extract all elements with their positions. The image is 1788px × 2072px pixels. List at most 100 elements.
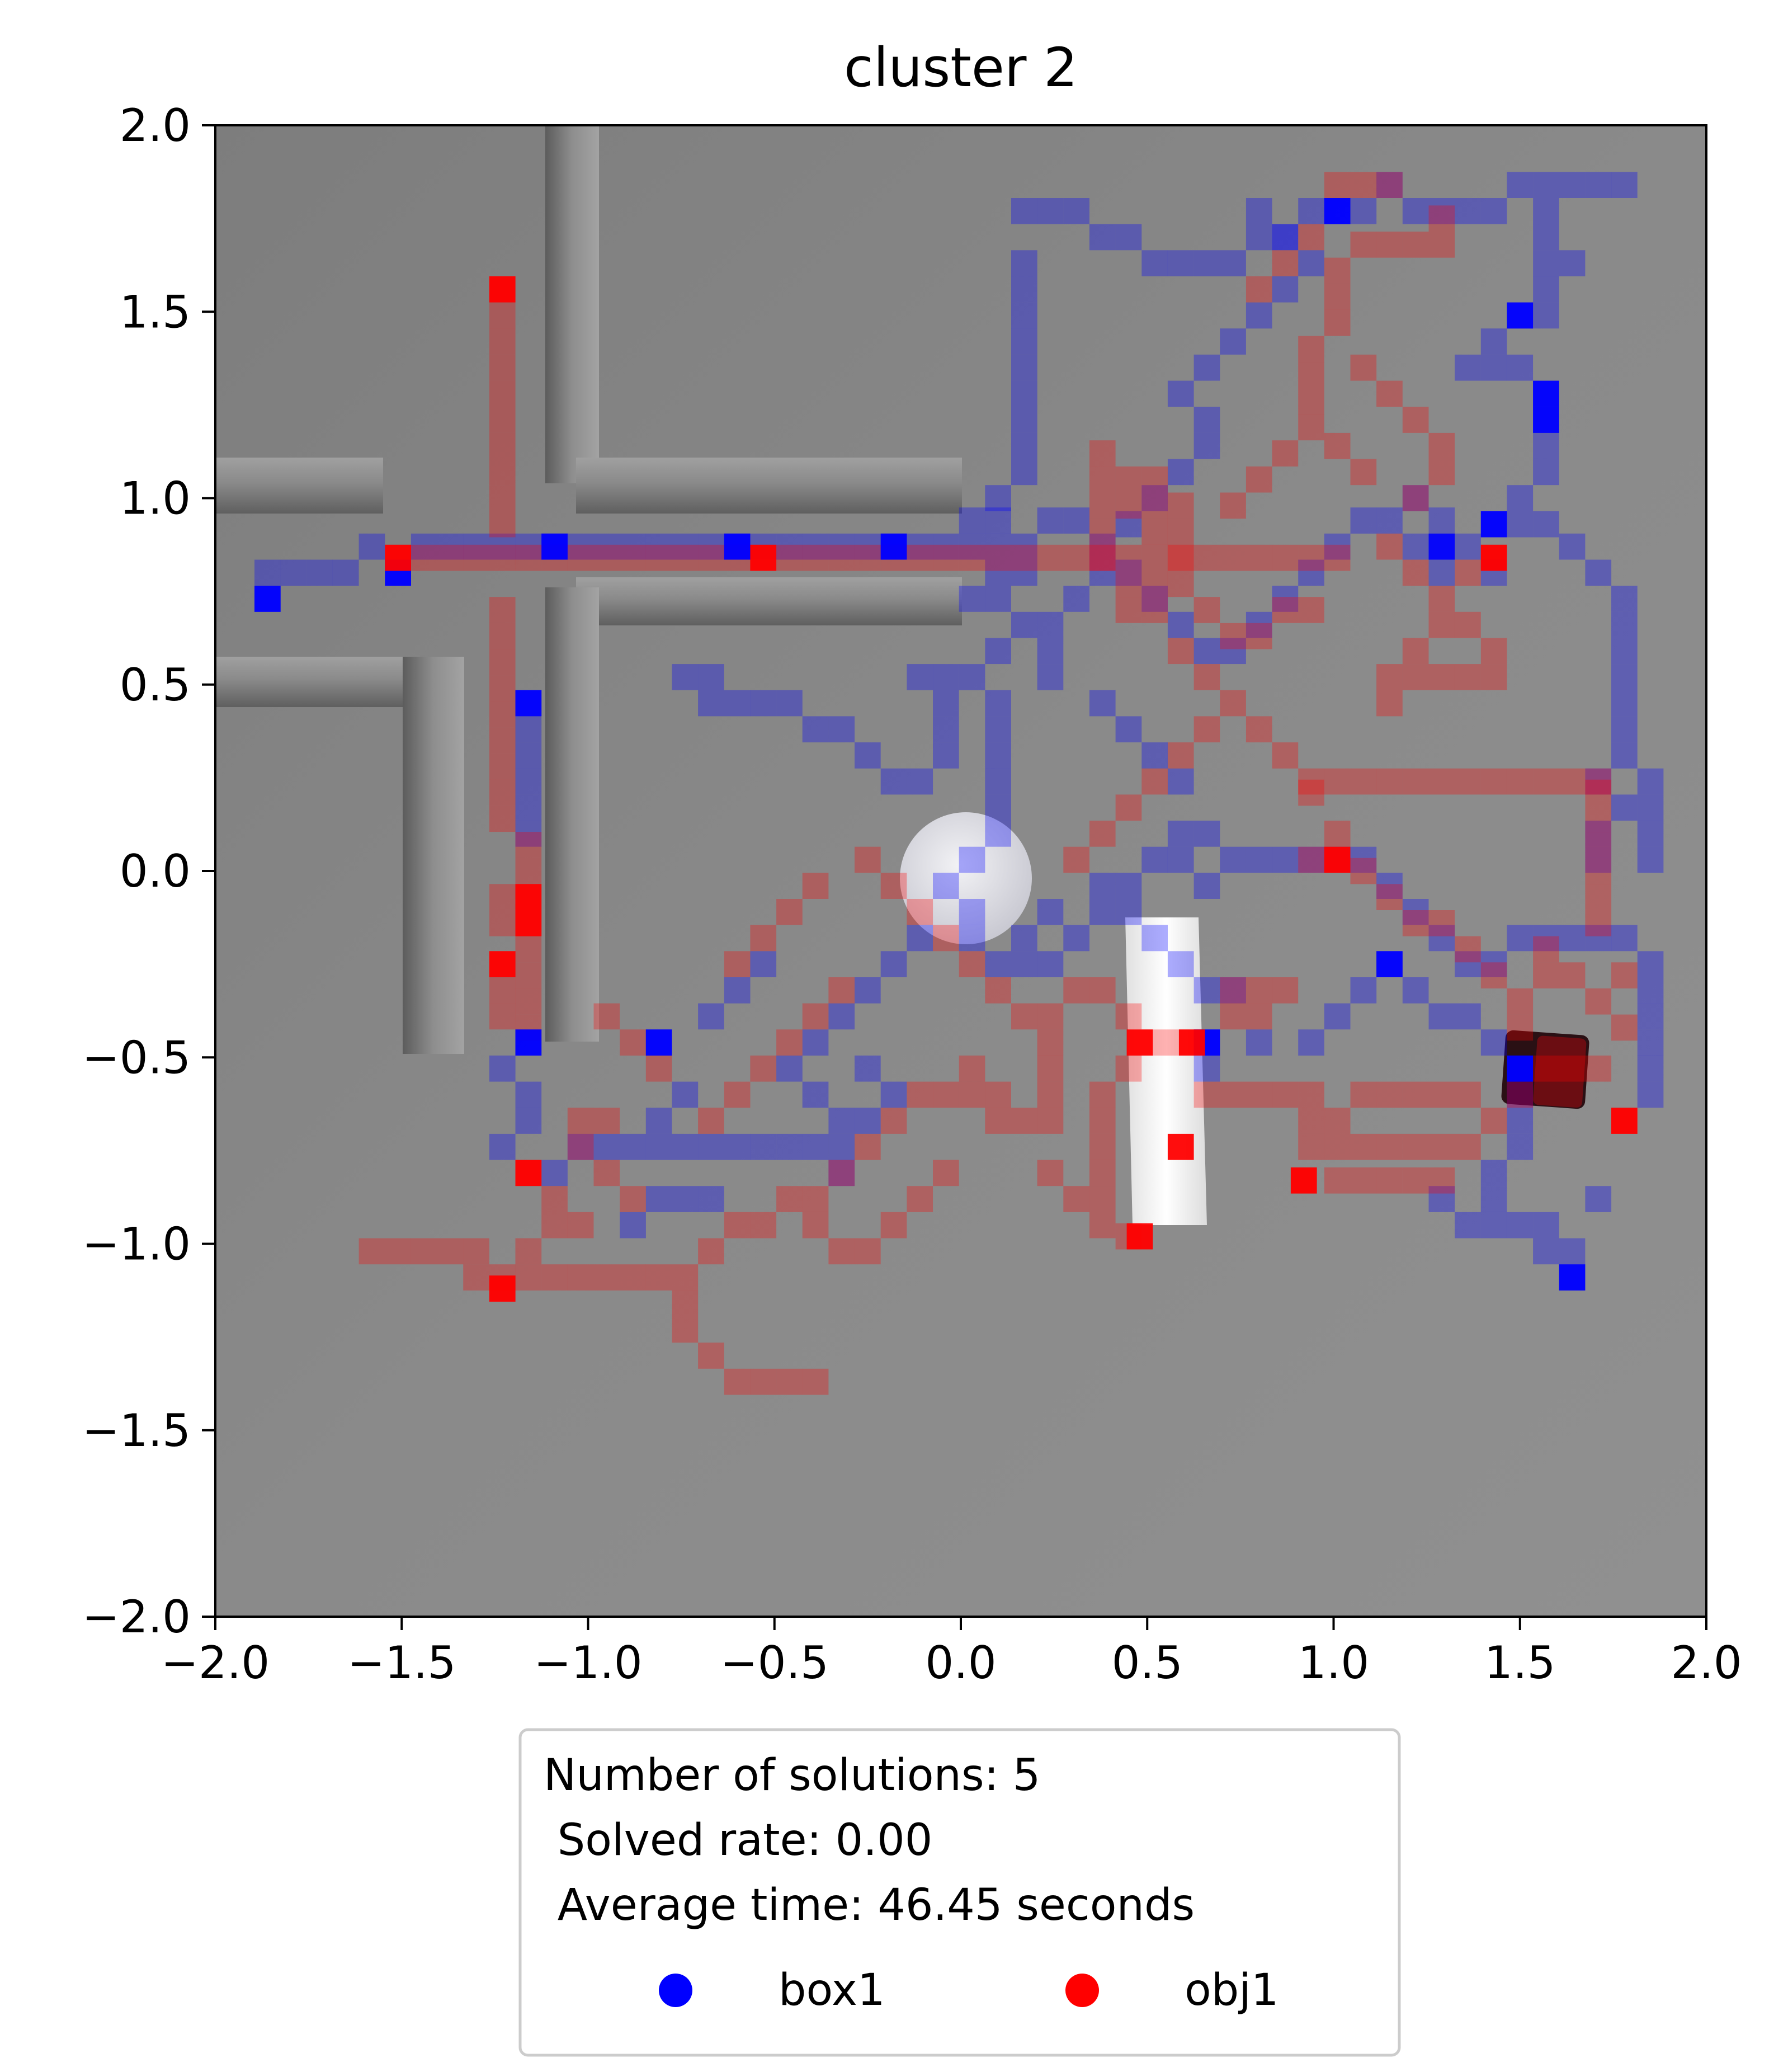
box1-cell bbox=[1193, 354, 1220, 381]
obj1-cell bbox=[1272, 742, 1299, 769]
box1-cell bbox=[1115, 511, 1142, 538]
obj1-cell bbox=[567, 1212, 594, 1239]
box1-cell bbox=[1402, 533, 1429, 560]
obj1-cell bbox=[515, 858, 542, 884]
obj1-cell bbox=[1089, 544, 1116, 571]
obj1-cell bbox=[385, 1238, 411, 1265]
obj1-cell bbox=[1585, 910, 1612, 936]
box1-cell bbox=[1611, 794, 1638, 821]
y-tick-label: 1.5 bbox=[120, 286, 191, 338]
box1-cell bbox=[672, 1133, 699, 1160]
box1-cell bbox=[933, 533, 959, 560]
box1-cell bbox=[515, 768, 542, 795]
box1-cell bbox=[985, 638, 1011, 665]
box1-cell bbox=[1507, 354, 1534, 381]
obj1-cell bbox=[1402, 1081, 1429, 1108]
box1-cell bbox=[1167, 380, 1194, 407]
box1-cell bbox=[541, 1160, 568, 1186]
obj1-cell-strong bbox=[1290, 1167, 1317, 1194]
box1-cell bbox=[1428, 1003, 1455, 1030]
obj1-cell bbox=[489, 380, 516, 407]
obj1-cell bbox=[541, 1186, 568, 1212]
obj1-cell-strong bbox=[489, 1275, 516, 1302]
box1-cell bbox=[828, 1108, 855, 1134]
x-tick-label: 0.0 bbox=[925, 1637, 996, 1689]
obj1-cell bbox=[1480, 1108, 1507, 1134]
obj1-cell bbox=[463, 1238, 489, 1265]
obj1-cell bbox=[1533, 936, 1559, 963]
box1-cell bbox=[1089, 899, 1116, 925]
box1-cell bbox=[1637, 977, 1664, 1004]
obj1-cell bbox=[724, 1212, 751, 1239]
box1-cell bbox=[1298, 250, 1324, 276]
box1-cell bbox=[985, 507, 1011, 534]
box1-cell bbox=[1559, 172, 1586, 198]
obj1-cell bbox=[515, 988, 542, 1015]
obj1-cell bbox=[1063, 1186, 1089, 1212]
obj1-cell bbox=[698, 1238, 724, 1265]
box1-cell bbox=[1298, 1029, 1324, 1056]
obj1-cell bbox=[1402, 485, 1429, 511]
obj1-cell bbox=[1246, 716, 1272, 743]
box1-cell bbox=[985, 768, 1011, 795]
obj1-cell bbox=[567, 1108, 594, 1134]
obj1-cell bbox=[1350, 459, 1377, 486]
box1-cell bbox=[1037, 198, 1064, 224]
box1-cell bbox=[1011, 328, 1037, 355]
box1-cell bbox=[1141, 925, 1168, 952]
obj1-cell bbox=[1533, 768, 1559, 795]
obj1-cell bbox=[1455, 1081, 1481, 1108]
obj1-cell bbox=[802, 1368, 829, 1395]
obj1-cell bbox=[1089, 1133, 1116, 1160]
box1-cell bbox=[907, 664, 933, 690]
x-tick-label: −1.0 bbox=[534, 1637, 642, 1689]
x-tick-label: −1.5 bbox=[347, 1637, 456, 1689]
obj1-cell bbox=[1272, 977, 1299, 1004]
box1-cell bbox=[593, 533, 620, 560]
box1-cell bbox=[1324, 1003, 1351, 1030]
obj1-cell bbox=[1167, 544, 1194, 571]
obj1-cell bbox=[802, 544, 829, 571]
obj1-cell bbox=[1455, 768, 1481, 795]
box1-cell-strong bbox=[724, 533, 751, 560]
box1-cell bbox=[515, 1108, 542, 1134]
obj1-cell bbox=[489, 884, 516, 910]
obj1-cell bbox=[724, 1081, 751, 1108]
obj1-cell bbox=[1402, 232, 1429, 258]
obj1-cell bbox=[1167, 571, 1194, 597]
obj1-cell bbox=[985, 1108, 1011, 1134]
obj1-cell bbox=[933, 925, 959, 952]
obj1-cell bbox=[828, 977, 855, 1004]
box1-cell bbox=[828, 533, 855, 560]
obj1-cell bbox=[1455, 936, 1481, 963]
obj1-cell bbox=[489, 727, 516, 754]
obj1-cell-strong bbox=[489, 276, 516, 303]
box1-cell bbox=[1480, 1212, 1507, 1239]
box1-cell bbox=[880, 1081, 907, 1108]
box1-cell bbox=[306, 559, 333, 586]
obj1-cell bbox=[1480, 962, 1507, 988]
obj1-cell bbox=[1507, 1014, 1534, 1041]
box1-cell bbox=[1141, 586, 1168, 612]
obj1-cell bbox=[985, 544, 1011, 571]
legend-marker-box1 bbox=[659, 1974, 692, 2007]
box1-cell bbox=[1089, 873, 1116, 899]
box1-cell bbox=[1011, 925, 1037, 952]
obj1-cell bbox=[1376, 664, 1403, 690]
box1-cell bbox=[776, 1133, 803, 1160]
obj1-cell bbox=[907, 1186, 933, 1212]
box1-cell bbox=[1011, 459, 1037, 486]
obj1-cell bbox=[1220, 1003, 1246, 1030]
obj1-cell bbox=[724, 1368, 751, 1395]
obj1-cell bbox=[1428, 205, 1455, 232]
obj1-cell bbox=[1402, 407, 1429, 433]
obj1-cell bbox=[1246, 466, 1272, 493]
obj1-cell bbox=[593, 1108, 620, 1134]
obj1-cell bbox=[1141, 466, 1168, 493]
box1-cell bbox=[1246, 302, 1272, 329]
box1-cell bbox=[1037, 638, 1064, 665]
obj1-cell bbox=[1298, 768, 1324, 795]
box1-cell bbox=[1611, 172, 1638, 198]
obj1-cell bbox=[1037, 1108, 1064, 1134]
obj1-cell bbox=[1089, 440, 1116, 467]
